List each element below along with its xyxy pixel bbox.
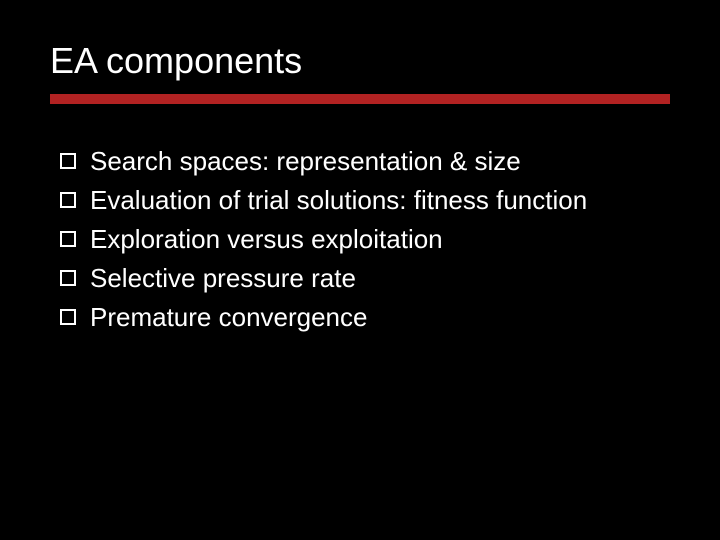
title-rule: [50, 94, 670, 104]
square-bullet-icon: [60, 192, 76, 208]
square-bullet-icon: [60, 309, 76, 325]
bullet-text: Search spaces: representation & size: [90, 144, 521, 179]
list-item: Evaluation of trial solutions: fitness f…: [60, 183, 670, 218]
bullet-list: Search spaces: representation & size Eva…: [50, 144, 670, 335]
slide: EA components Search spaces: representat…: [0, 0, 720, 540]
bullet-text: Exploration versus exploitation: [90, 222, 443, 257]
page-title: EA components: [50, 40, 670, 82]
list-item: Search spaces: representation & size: [60, 144, 670, 179]
square-bullet-icon: [60, 231, 76, 247]
list-item: Premature convergence: [60, 300, 670, 335]
bullet-text: Evaluation of trial solutions: fitness f…: [90, 183, 587, 218]
square-bullet-icon: [60, 153, 76, 169]
square-bullet-icon: [60, 270, 76, 286]
bullet-text: Selective pressure rate: [90, 261, 356, 296]
list-item: Exploration versus exploitation: [60, 222, 670, 257]
list-item: Selective pressure rate: [60, 261, 670, 296]
bullet-text: Premature convergence: [90, 300, 367, 335]
